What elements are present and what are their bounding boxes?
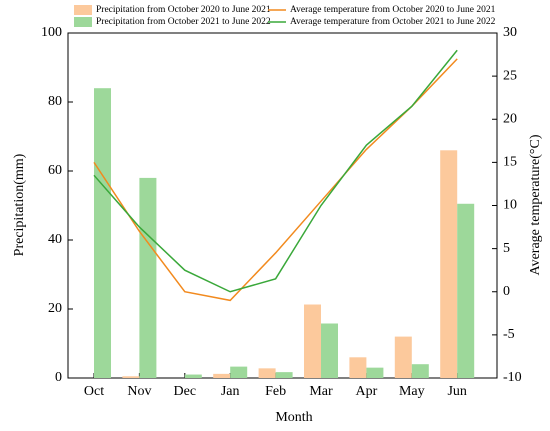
y2-tick-label: 0 — [503, 284, 510, 299]
bar — [230, 366, 248, 378]
y-tick-label: 80 — [48, 94, 62, 109]
bar — [366, 367, 384, 378]
y2-tick-label: 25 — [503, 68, 517, 83]
y2-tick-label: 30 — [503, 25, 517, 40]
y-axis-label: Precipitation(mm) — [12, 153, 27, 256]
y2-tick-label: -10 — [503, 370, 522, 385]
bar — [440, 150, 458, 378]
bar — [213, 373, 231, 378]
legend-swatch — [74, 17, 92, 27]
bar — [139, 177, 157, 378]
legend-swatch — [74, 5, 92, 15]
legend-label: Average temperature from October 2020 to… — [290, 4, 496, 15]
bar — [304, 304, 321, 378]
bar — [411, 364, 429, 378]
y2-tick-label: 5 — [503, 241, 510, 256]
bar — [349, 357, 367, 378]
y2-tick-label: -5 — [503, 327, 515, 342]
line — [93, 58, 458, 302]
bar — [457, 203, 475, 378]
x-tick-label: Mar — [309, 384, 333, 399]
legend-label: Precipitation from October 2021 to June … — [96, 16, 271, 27]
y-tick-label: 40 — [48, 232, 62, 247]
bar — [258, 368, 276, 378]
bar — [184, 374, 202, 378]
x-tick-label: Oct — [84, 384, 104, 399]
y2-axis-label: Average temperature(°C) — [528, 134, 543, 275]
x-tick-label: Dec — [174, 384, 197, 399]
x-tick-label: Nov — [127, 384, 151, 399]
x-tick-label: Jan — [221, 384, 240, 399]
x-tick-label: May — [399, 384, 425, 399]
x-tick-label: Feb — [265, 384, 286, 399]
x-tick-label: Apr — [356, 384, 378, 399]
bar — [394, 336, 412, 378]
bar — [321, 323, 338, 378]
y2-tick-label: 15 — [503, 155, 517, 170]
legend-label: Average temperature from October 2021 to… — [290, 16, 496, 27]
bar — [122, 376, 140, 378]
y2-tick-label: 10 — [503, 198, 517, 213]
bar — [94, 88, 111, 378]
bar — [275, 372, 293, 378]
y-tick-label: 0 — [55, 370, 62, 385]
line — [93, 49, 458, 293]
legend-label: Precipitation from October 2020 to June … — [96, 4, 271, 15]
x-axis-label: Month — [275, 410, 312, 425]
y-tick-label: 20 — [48, 301, 62, 316]
x-tick-label: Jun — [447, 384, 466, 399]
y-tick-label: 100 — [41, 25, 62, 40]
y2-tick-label: 20 — [503, 111, 517, 126]
y-tick-label: 60 — [48, 163, 62, 178]
